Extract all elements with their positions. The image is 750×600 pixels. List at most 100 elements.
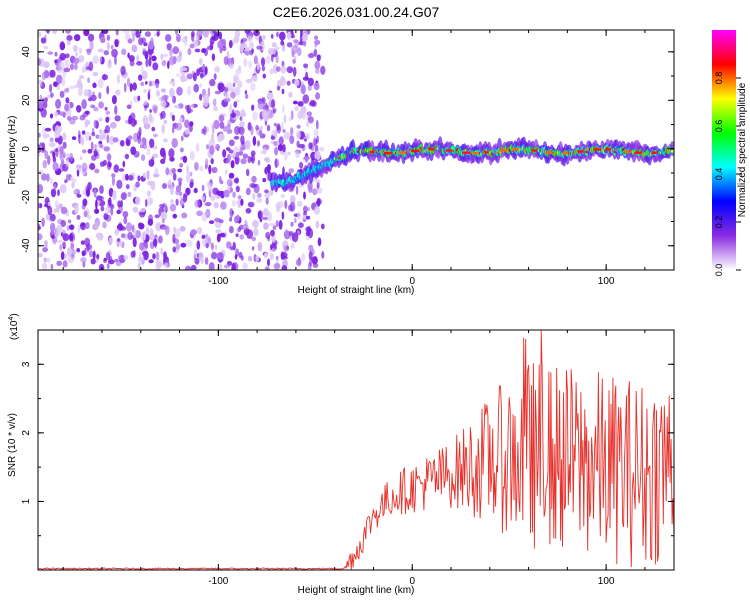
noise-speckle	[106, 85, 110, 95]
noise-speckle	[274, 129, 278, 139]
noise-speckle	[277, 201, 284, 208]
noise-speckle	[62, 141, 67, 149]
noise-speckle	[166, 43, 172, 51]
noise-speckle	[313, 256, 318, 263]
noise-speckle	[135, 181, 140, 188]
noise-speckle	[237, 195, 242, 200]
track-hotspot	[398, 151, 406, 154]
noise-speckle	[240, 158, 247, 165]
noise-speckle	[243, 58, 248, 67]
noise-speckle	[128, 55, 135, 62]
noise-speckle	[94, 143, 97, 150]
noise-speckle	[229, 225, 234, 234]
noise-speckle	[154, 214, 160, 219]
noise-speckle	[252, 136, 257, 146]
noise-speckle	[239, 121, 245, 127]
noise-speckle	[76, 169, 80, 177]
noise-speckle	[208, 220, 215, 225]
noise-speckle	[275, 256, 279, 264]
noise-speckle	[92, 250, 96, 260]
noise-speckle	[138, 37, 144, 46]
noise-speckle	[242, 223, 249, 230]
noise-speckle	[205, 243, 209, 249]
noise-speckle	[282, 259, 288, 267]
noise-speckle	[161, 218, 165, 224]
noise-speckle	[206, 45, 214, 51]
spectrogram-x-axis: -100 0 100	[62, 30, 646, 287]
noise-speckle	[39, 94, 43, 101]
noise-speckle	[56, 84, 60, 90]
noise-speckle	[56, 239, 63, 244]
noise-speckle	[85, 61, 89, 67]
track-hotspot	[562, 151, 569, 155]
noise-speckle	[295, 258, 302, 267]
noise-speckle	[81, 99, 87, 110]
noise-speckle	[74, 63, 78, 71]
noise-speckle	[78, 47, 83, 54]
noise-speckle	[127, 52, 130, 59]
noise-speckle	[144, 31, 151, 37]
noise-speckle	[48, 142, 56, 148]
noise-speckle	[75, 52, 78, 57]
noise-speckle	[265, 55, 271, 64]
noise-speckle	[265, 197, 269, 205]
noise-speckle	[107, 259, 115, 265]
noise-speckle	[175, 122, 183, 131]
noise-speckle	[65, 97, 70, 104]
noise-speckle	[171, 167, 176, 174]
track-hotspot	[472, 152, 479, 155]
noise-speckle	[38, 233, 43, 241]
spectrogram-x-tick-label: 0	[409, 276, 415, 287]
noise-speckle	[110, 204, 115, 210]
noise-speckle	[108, 236, 113, 246]
noise-speckle	[246, 168, 250, 177]
noise-speckle	[204, 66, 208, 76]
noise-speckle	[289, 201, 296, 212]
noise-speckle	[152, 62, 159, 71]
noise-speckle	[100, 36, 106, 44]
noise-speckle	[38, 31, 42, 37]
noise-speckle	[277, 85, 280, 91]
signal-track-layer	[270, 136, 674, 193]
noise-speckle	[302, 32, 308, 42]
track-hotspot	[369, 150, 374, 153]
noise-speckle	[190, 264, 197, 270]
noise-speckle	[147, 48, 154, 55]
noise-speckle	[53, 183, 57, 190]
noise-speckle	[234, 125, 241, 135]
noise-speckle	[180, 74, 186, 83]
noise-speckle	[200, 73, 204, 79]
noise-speckle	[111, 173, 116, 178]
noise-speckle	[114, 258, 119, 263]
noise-speckle	[201, 184, 205, 192]
noise-speckle	[94, 208, 100, 214]
noise-speckle	[179, 225, 186, 232]
noise-speckle	[88, 33, 95, 42]
noise-speckle	[59, 184, 67, 194]
noise-speckle	[106, 34, 111, 41]
noise-speckle	[146, 170, 150, 180]
spectrogram-y-tick-label: -20	[21, 190, 32, 205]
track-hotspot	[605, 148, 611, 151]
noise-speckle	[116, 209, 121, 215]
colorbar-tick-label: 0.8	[714, 72, 724, 85]
noise-speckle	[189, 43, 195, 49]
noise-speckle	[229, 208, 234, 218]
noise-speckle	[300, 84, 306, 95]
noise-speckle	[228, 149, 234, 154]
noise-speckle	[106, 160, 112, 171]
noise-speckle	[138, 74, 143, 81]
noise-speckle	[172, 213, 178, 219]
snr-frame	[37, 329, 675, 571]
noise-speckle	[312, 188, 318, 196]
noise-speckle	[145, 58, 149, 68]
snr-panel: -100 0 100 1 2 3 Height of straight line (km…	[7, 313, 675, 596]
noise-speckle	[193, 187, 198, 194]
noise-speckle	[299, 33, 303, 44]
track-hotspot	[624, 150, 632, 153]
noise-speckle	[99, 55, 102, 63]
noise-speckle	[93, 188, 97, 198]
noise-speckle	[194, 199, 200, 208]
noise-speckle	[83, 89, 90, 97]
track-cell	[670, 150, 674, 153]
